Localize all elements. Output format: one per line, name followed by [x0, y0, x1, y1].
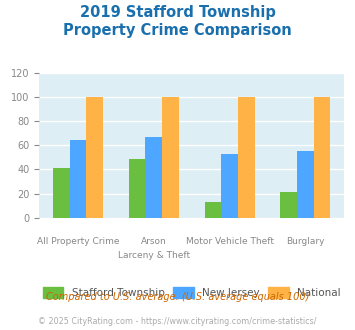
Bar: [162, 97, 179, 218]
Text: Motor Vehicle Theft: Motor Vehicle Theft: [186, 237, 274, 246]
Bar: [297, 151, 314, 218]
Text: Larceny & Theft: Larceny & Theft: [118, 251, 190, 260]
Text: Property Crime Comparison: Property Crime Comparison: [63, 23, 292, 38]
Text: 2019 Stafford Township: 2019 Stafford Township: [80, 5, 275, 20]
Text: Burglary: Burglary: [286, 237, 325, 246]
Bar: [238, 97, 255, 218]
Bar: [204, 202, 221, 218]
Text: © 2025 CityRating.com - https://www.cityrating.com/crime-statistics/: © 2025 CityRating.com - https://www.city…: [38, 317, 317, 326]
Bar: [314, 97, 331, 218]
Bar: [129, 158, 146, 218]
Text: Arson: Arson: [141, 237, 166, 246]
Text: All Property Crime: All Property Crime: [37, 237, 119, 246]
Bar: [86, 97, 103, 218]
Legend: Stafford Township, New Jersey, National: Stafford Township, New Jersey, National: [43, 287, 341, 298]
Bar: [221, 154, 238, 218]
Bar: [53, 168, 70, 218]
Bar: [146, 137, 162, 218]
Bar: [70, 140, 86, 218]
Bar: [280, 192, 297, 218]
Text: Compared to U.S. average. (U.S. average equals 100): Compared to U.S. average. (U.S. average …: [46, 292, 309, 302]
